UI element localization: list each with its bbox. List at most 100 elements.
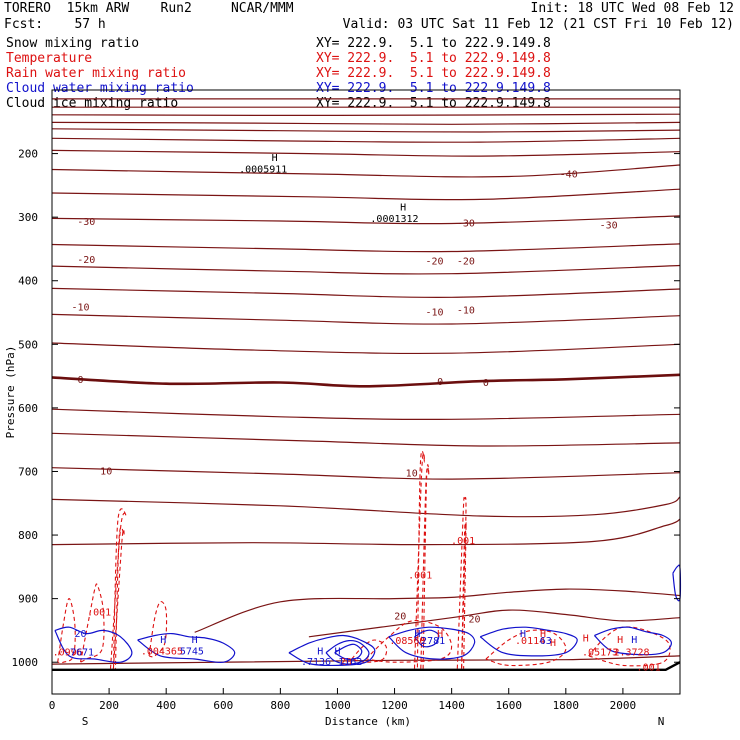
legend-label-temperature: Temperature	[6, 51, 93, 66]
y-tick-label-6: 800	[18, 529, 38, 542]
y-tick-label-0: 200	[18, 148, 38, 161]
contour-label-19: 20	[394, 611, 406, 622]
contour-label-30: H	[160, 635, 166, 646]
x-tick-label-10: 2000	[610, 699, 637, 712]
contour-label-24: H	[437, 629, 443, 640]
isotherm-16	[51, 408, 681, 421]
legend-xy-cloud-water: XY= 222.9. 5.1 to 222.9.149.8	[316, 81, 551, 96]
contour-label-18: 10	[406, 468, 418, 479]
contour-label-39: 5745	[180, 646, 204, 657]
x-tick-label-4: 800	[270, 699, 290, 712]
isotherm-13	[51, 313, 681, 325]
contour-label-0: H	[272, 153, 278, 164]
y-tick-label-2: 400	[18, 275, 38, 288]
isotherm-5	[51, 137, 681, 143]
isotherm-22	[308, 609, 681, 638]
cloud-water-contour-0	[54, 626, 133, 664]
header-init: Init: 18 UTC Wed 08 Feb 12	[530, 1, 735, 16]
cloud-water-contour-1	[137, 632, 236, 664]
contour-label-43: .08560	[389, 636, 425, 647]
x-tick-label-1: 200	[99, 699, 119, 712]
x-tick-label-8: 1600	[495, 699, 522, 712]
legend-label-cloud-water: Cloud water mixing ratio	[6, 81, 194, 96]
x-tick-label-7: 1400	[438, 699, 465, 712]
contour-label-22: .001	[408, 571, 432, 582]
contour-label-45: .0114	[515, 636, 545, 647]
x-tick-label-3: 600	[213, 699, 233, 712]
contour-label-36: .0996	[53, 648, 83, 659]
contour-label-16: 0	[483, 378, 489, 389]
legend-label-rain: Rain water mixing ratio	[6, 66, 187, 81]
contour-label-2: H	[400, 203, 406, 214]
cloud-water-contour-2	[288, 634, 376, 667]
contour-label-47: .05173	[582, 648, 618, 659]
y-axis-title: Pressure (hPa)	[4, 346, 17, 439]
isotherm-15	[51, 373, 681, 388]
isotherm-8	[51, 188, 681, 201]
y-tick-label-1: 300	[18, 211, 38, 224]
x-axis-ticks: 0 200 400 600 800 1000 1200 1400 1600 1800 2000	[49, 688, 636, 712]
isotherm-3	[51, 121, 681, 125]
x-tick-label-5: 1000	[324, 699, 351, 712]
legend-xy-temperature: XY= 222.9. 5.1 to 222.9.149.8	[316, 51, 551, 66]
isotherm-17	[51, 432, 681, 447]
rain-contour-4	[456, 496, 467, 669]
isotherm-20	[51, 518, 681, 546]
contour-label-34: H	[520, 629, 526, 640]
rain-contour-10	[485, 629, 567, 667]
isotherm-11	[51, 264, 681, 275]
contour-label-15: 0	[437, 377, 443, 388]
cloud-water-contours	[54, 564, 682, 667]
rain-contour-0	[109, 508, 127, 669]
contour-label-29: H	[334, 646, 340, 657]
x-tick-label-6: 1200	[381, 699, 408, 712]
contour-label-28: H	[317, 646, 323, 657]
contour-label-41: 20	[340, 657, 352, 668]
rain-contour-2	[413, 450, 426, 669]
header-fcst: Fcst: 57 h	[4, 17, 106, 32]
y-tick-label-5: 700	[18, 465, 38, 478]
contour-label-40: .7136	[301, 657, 331, 668]
isotherm-4	[51, 128, 681, 133]
contour-label-31: H	[192, 635, 198, 646]
contour-label-20: 20	[468, 615, 480, 626]
isotherm-21	[194, 588, 681, 633]
contour-label-4: -40	[560, 170, 578, 181]
y-tick-label-3: 500	[18, 338, 38, 351]
legend-xy-snow: XY= 222.9. 5.1 to 222.9.149.8	[316, 36, 551, 51]
isotherm-19	[51, 496, 681, 518]
isotherm-2	[51, 113, 681, 117]
x-tick-label-9: 1800	[553, 699, 580, 712]
ground-line	[52, 661, 681, 671]
isotherm-10	[51, 243, 681, 253]
x-end-label-north: N	[658, 715, 665, 728]
contour-label-10: -20	[457, 257, 475, 268]
contour-label-42: 1162	[338, 657, 362, 668]
contour-label-7: -30	[600, 220, 618, 231]
isotherm-9	[51, 215, 681, 225]
header-valid: Valid: 03 UTC Sat 11 Feb 12 (21 CST Fri …	[342, 17, 734, 32]
contour-label-46: 63	[540, 636, 552, 647]
isotherm-6	[51, 149, 681, 157]
contour-label-48: 2.3728	[613, 648, 649, 659]
contour-label-17: 10	[100, 467, 112, 478]
cloud-water-contour-3	[325, 639, 370, 665]
header-model: TORERO 15km ARW Run2 NCAR/MMM	[4, 1, 294, 16]
x-tick-label-0: 0	[49, 699, 56, 712]
isotherm-7	[51, 164, 681, 178]
contour-label-12: -10	[425, 308, 443, 319]
temperature-isotherms	[51, 98, 681, 665]
contour-label-35: H	[617, 635, 623, 646]
y-tick-label-7: 900	[18, 593, 38, 606]
cloud-water-contour-5	[388, 626, 476, 660]
rain-contour-12	[351, 639, 388, 663]
contour-label-13: -10	[457, 306, 475, 317]
cloud-water-contour-6	[414, 629, 440, 648]
contour-label-50: .001	[637, 662, 661, 673]
ground-surface	[52, 661, 681, 671]
contour-label-49: 20	[74, 629, 86, 640]
rain-contour-5	[461, 522, 467, 669]
rain-contours	[57, 450, 671, 669]
